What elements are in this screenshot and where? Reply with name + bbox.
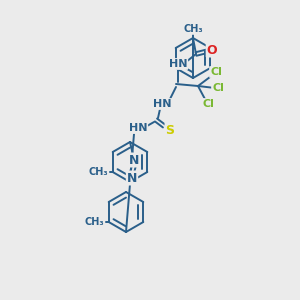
Text: N: N: [129, 154, 139, 166]
Text: HN: HN: [169, 59, 187, 69]
Text: N: N: [127, 172, 137, 184]
Text: CH₃: CH₃: [85, 217, 104, 227]
Text: Cl: Cl: [210, 67, 222, 77]
Text: CH₃: CH₃: [89, 167, 109, 177]
Text: HN: HN: [129, 123, 147, 133]
Text: S: S: [166, 124, 175, 136]
Text: O: O: [207, 44, 217, 56]
Text: Cl: Cl: [212, 83, 224, 93]
Text: Cl: Cl: [202, 99, 214, 109]
Text: HN: HN: [153, 99, 171, 109]
Text: CH₃: CH₃: [183, 24, 203, 34]
